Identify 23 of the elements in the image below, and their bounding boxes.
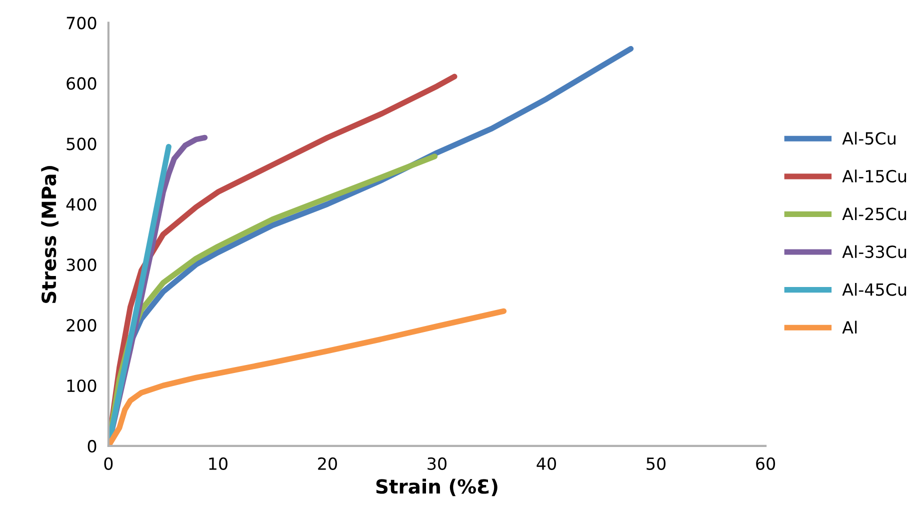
legend-label: Al-45Cu [842, 282, 906, 296]
legend-label: Al-15Cu [842, 170, 906, 182]
legend-label: Al [842, 320, 857, 334]
y-tick-label: 100 [67, 379, 96, 392]
y-tick-label: 300 [66, 258, 96, 272]
x-tick-label: 50 [646, 457, 666, 470]
y-tick-label: 500 [66, 138, 96, 150]
y-tick-label: 600 [66, 77, 96, 90]
y-tick-label: 0 [88, 440, 96, 453]
x-tick-label: 30 [428, 457, 446, 470]
x-tick-label: 40 [536, 457, 556, 470]
x-tick-label: 60 [756, 457, 776, 470]
y-tick-label: 400 [66, 198, 96, 211]
x-tick-label: 0 [104, 457, 113, 470]
x-tick-label: 10 [209, 457, 228, 470]
y-tick-label: 700 [66, 16, 96, 30]
legend-label: Al-25Cu [842, 207, 906, 220]
x-tick-label: 20 [318, 457, 337, 470]
legend-label: Al-33Cu [842, 245, 906, 258]
x-axis-title: Strain (%Ɛ) [376, 478, 498, 496]
y-axis-title: Stress (MPa) [41, 166, 58, 303]
legend-label: Al-5Cu [842, 132, 896, 145]
y-tick-label: 200 [66, 318, 96, 332]
